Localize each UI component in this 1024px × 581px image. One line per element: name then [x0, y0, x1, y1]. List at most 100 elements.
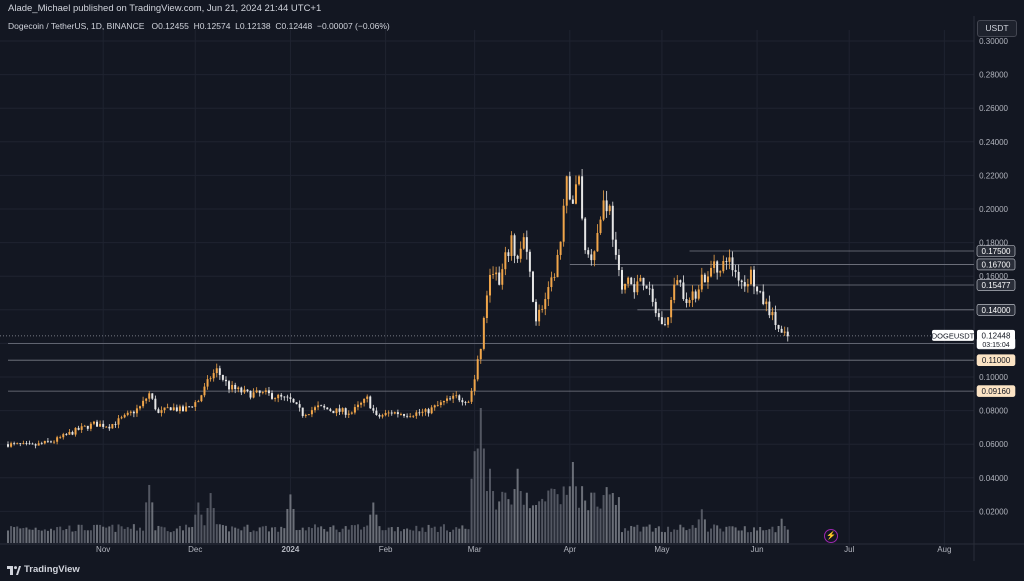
volume-bar: [442, 524, 445, 543]
volume-bar: [228, 531, 231, 543]
volume-bar: [53, 530, 56, 543]
candle-body: [271, 393, 274, 399]
volume-bar: [587, 510, 590, 543]
volume-bar: [562, 486, 565, 543]
volume-bar: [175, 528, 178, 543]
volume-bar: [703, 519, 706, 543]
candle-body: [28, 443, 31, 445]
candle-body: [117, 418, 120, 425]
volume-bar: [163, 527, 166, 543]
candle-body: [424, 409, 427, 412]
volume-bar: [535, 504, 538, 543]
price-axis[interactable]: 0.30000 0.28000 0.26000 0.24000 0.22000 0.200…: [979, 37, 1008, 516]
candle-body: [71, 431, 74, 435]
volume-bar: [231, 526, 234, 543]
volume-bar: [215, 524, 218, 543]
volume-bar: [418, 531, 421, 543]
volume-bar: [412, 530, 415, 543]
candle-body: [129, 411, 132, 413]
volume-bar: [298, 529, 301, 543]
volume-bar: [430, 527, 433, 543]
volume-bar: [280, 526, 283, 543]
volume-bar: [719, 528, 722, 543]
volume-bar: [765, 530, 768, 543]
symbol-title[interactable]: Dogecoin / TetherUS, 1D, BINANCE: [8, 21, 145, 31]
volume-bar: [393, 531, 396, 543]
candle-body: [633, 284, 636, 293]
candle-body: [667, 317, 670, 325]
volume-bar: [762, 530, 765, 543]
change-value: −0.00007 (−0.06%): [316, 21, 390, 31]
candle-body: [645, 285, 648, 289]
candle-body: [43, 440, 46, 444]
volume-bar: [295, 530, 298, 543]
volume-bar: [516, 468, 519, 543]
volume-bar: [753, 527, 756, 543]
candle-body: [393, 412, 396, 414]
candle-body: [627, 277, 630, 284]
volume-bar: [433, 526, 436, 543]
candle-body: [768, 301, 771, 316]
candle-body: [157, 409, 160, 413]
x-tick-label: Dec: [188, 545, 202, 554]
candle-body: [716, 261, 719, 273]
volume-bar: [369, 514, 372, 543]
candle-body: [289, 397, 292, 399]
candle-body: [611, 205, 614, 240]
volume-bar: [584, 500, 587, 543]
volume-bar: [172, 531, 175, 543]
volume-bar: [25, 527, 28, 543]
volume-bar: [768, 529, 771, 543]
x-tick-label: 2024: [282, 545, 300, 554]
candle-body: [178, 406, 181, 411]
current-price-box: [977, 329, 1015, 349]
volume-bar: [378, 526, 381, 543]
volume-bar: [83, 530, 86, 543]
volume-bar: [326, 531, 329, 543]
volume-bar: [507, 499, 510, 543]
volume-bar: [338, 532, 341, 543]
candle-body: [753, 269, 756, 287]
candle-body: [224, 379, 227, 382]
currency-button[interactable]: USDT: [977, 20, 1017, 37]
candle-body: [559, 241, 562, 255]
lightning-icon[interactable]: ⚡: [824, 529, 838, 543]
volume-bar: [396, 526, 399, 543]
candle-body: [86, 425, 89, 429]
level-label: 0.14000: [982, 306, 1011, 315]
candle-body: [218, 368, 221, 376]
x-tick-label: Mar: [468, 545, 482, 554]
x-tick-label: Aug: [937, 545, 951, 554]
volume-bar: [427, 524, 430, 543]
candle-body: [731, 257, 734, 271]
level-label-box: [976, 279, 1016, 291]
candle-body: [194, 402, 197, 407]
candle-body: [777, 325, 780, 329]
candle-body: [258, 390, 261, 393]
candle-body: [172, 407, 175, 411]
volume-bar: [568, 486, 571, 543]
volume-bar: [538, 501, 541, 543]
candle-body: [697, 289, 700, 299]
volume-bars: [7, 408, 789, 543]
volume-bar: [114, 531, 117, 543]
volume-bar: [347, 529, 350, 543]
time-axis[interactable]: Nov Dec 2024 Feb Mar Apr May Jun Jul Aug: [96, 545, 951, 554]
volume-bar: [191, 526, 194, 543]
candle-body: [96, 421, 99, 427]
tradingview-logo-icon: [7, 566, 21, 575]
volume-bar: [596, 506, 599, 543]
candle-body: [292, 398, 295, 403]
volume-bar: [387, 527, 390, 543]
volume-bar: [697, 519, 700, 543]
volume-bar: [531, 505, 534, 543]
candle-body: [719, 271, 722, 273]
x-tick-label: Jul: [844, 545, 854, 554]
candle-body: [181, 406, 184, 412]
candle-body: [467, 401, 470, 403]
candle-body: [341, 408, 344, 412]
volume-bar: [135, 530, 138, 543]
volume-bar: [148, 484, 151, 543]
candle-body: [780, 328, 783, 333]
